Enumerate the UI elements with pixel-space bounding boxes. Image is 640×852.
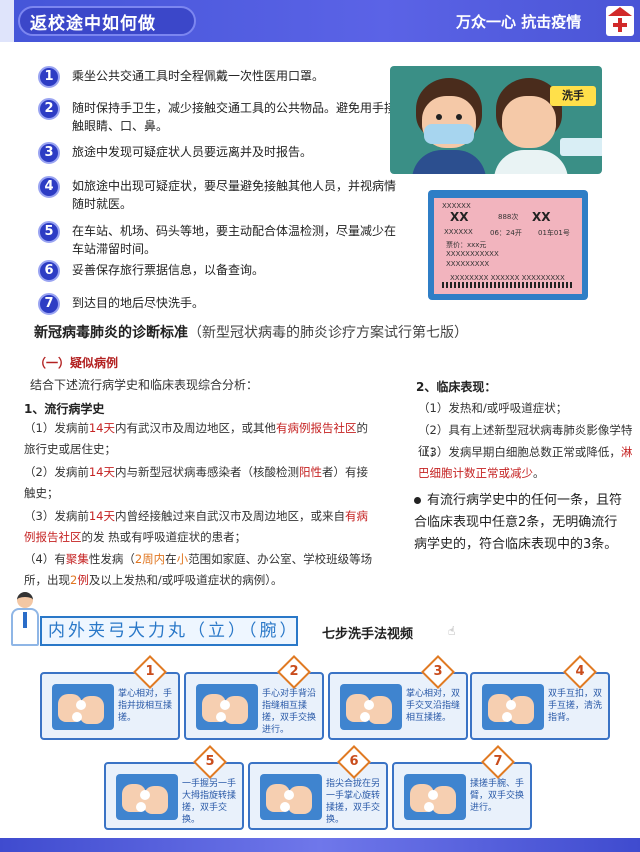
criteria-intro: 结合下述流行病学史和临床表现综合分析： (30, 378, 259, 392)
tip-text: 如旅途中出现可疑症状，要尽量避免接触其他人员，并视病情随时就医。 (72, 179, 397, 211)
step-number-badge: 3 (421, 655, 455, 689)
ticket-line-1: XXXXXXXXXXX (446, 250, 499, 258)
ticket-seat: 01车01号 (538, 229, 570, 237)
ticket-time: 06：24开 (490, 229, 522, 237)
washing-hands-icon (116, 774, 178, 820)
washing-hands-icon (482, 684, 544, 730)
handwash-step-6: 指尖合拢在另一手掌心旋转揉搓，双手交换。 6 (248, 745, 388, 830)
tip-text: 在车站、机场、码头等地，要主动配合体温检测，尽量减少在车站滞留时间。 (72, 224, 397, 256)
criteria-title: 新冠病毒肺炎的诊断标准（新型冠状病毒的肺炎诊疗方案试行第七版） (34, 325, 468, 341)
ticket-station: XXXXXX (444, 228, 473, 236)
step-number-badge: 7 (481, 745, 515, 779)
mask-wearer-illustration (390, 66, 508, 174)
doctor-icon (8, 592, 42, 652)
epi-item-4: （4）有聚集性发病（2周内在小范围如家庭、办公室、学校班级等场 所，出现2例及以上… (24, 552, 373, 587)
tip-text: 随时保持手卫生，减少接触交通工具的公共物品。避免用手接触眼睛、口、鼻。 (72, 101, 397, 133)
tip-number: 3 (38, 142, 60, 164)
tip-item-1: 1 乘坐公共交通工具时全程佩戴一次性医用口罩。 (38, 66, 398, 88)
tip-number: 2 (38, 98, 60, 120)
header-slogan: 万众一心 抗击疫情 (456, 13, 582, 31)
tip-item-6: 6 妥善保存旅行票据信息，以备查询。 (38, 260, 398, 282)
tip-number: 4 (38, 176, 60, 198)
step-number-badge: 1 (133, 655, 167, 689)
step-number-badge: 4 (563, 655, 597, 689)
ticket-to: XX (532, 210, 551, 224)
step-description: 掌心相对，双手交叉沿指缝相互揉搓。 (406, 689, 461, 723)
tip-number: 6 (38, 260, 60, 282)
step-description: 双手互扣，双手互搓，清洗指背。 (548, 689, 603, 723)
tip-number: 5 (38, 221, 60, 243)
suspected-case-heading: （一）疑似病例 (34, 356, 119, 370)
handwash-step-5: 一手握另一手大拇指旋转揉搓，双手交换。 5 (104, 745, 244, 830)
step-description: 揉搓手腕、手臂，双手交换进行。 (470, 779, 525, 813)
tip-text: 到达目的地后尽快洗手。 (72, 296, 205, 310)
washing-hands-icon (340, 684, 402, 730)
handwash-mnemonic: 内外夹弓大力丸（立）（腕） (40, 616, 298, 646)
ticket-bottom-code: XXXXXXXX XXXXXX XXXXXXXXX (450, 274, 565, 282)
handwash-step-7: 揉搓手腕、手臂，双手交换进行。 7 (392, 745, 532, 830)
clinical-item-3: （3）发病早期白细胞总数正常或降低，淋 巴细胞计数正常或减少。 (418, 445, 633, 480)
tip-text: 妥善保存旅行票据信息，以备查询。 (72, 263, 265, 277)
pointer-cursor-icon: ☝ (448, 624, 456, 638)
doctor-avatar-icon (0, 0, 14, 42)
wash-hands-tag: 洗手 (550, 86, 596, 106)
clinical-item-1: （1）发热和/或呼吸道症状； (418, 401, 568, 415)
tip-item-2: 2 随时保持手卫生，减少接触交通工具的公共物品。避免用手接触眼睛、口、鼻。 (38, 98, 398, 138)
clinical-heading: 2、临床表现： (416, 380, 497, 394)
handwash-video-title[interactable]: 七步洗手法视频 (322, 627, 414, 642)
step-description: 掌心相对，手指并拢相互揉搓。 (118, 689, 173, 723)
washing-hands-icon (404, 774, 466, 820)
ticket-serial: XXXXXX (442, 202, 471, 210)
bullet-icon (414, 497, 421, 504)
handwash-illustration: 洗手 (490, 66, 602, 174)
tip-item-5: 5 在车站、机场、码头等地，要主动配合体温检测，尽量减少在车站滞留时间。 (38, 221, 398, 261)
diagnosis-note: 有流行病学史中的任何一条，且符合临床表现中任意2条，无明确流行病学史的，符合临床… (414, 493, 623, 552)
tip-text: 乘坐公共交通工具时全程佩戴一次性医用口罩。 (72, 69, 325, 83)
tip-text: 旅途中发现可疑症状人员要远离并及时报告。 (72, 145, 313, 159)
criteria-subtitle: （新型冠状病毒的肺炎诊疗方案试行第七版） (188, 325, 468, 341)
barcode-icon (442, 282, 574, 288)
ticket-from: XX (450, 210, 469, 224)
handwash-step-2: 手心对手背沿指缝相互揉搓，双手交换进行。 2 (184, 655, 324, 740)
handwash-step-3: 掌心相对，双手交叉沿指缝相互揉搓。 3 (328, 655, 468, 740)
title-pill (18, 6, 196, 36)
ticket-price: 票价：xxx元 (446, 241, 487, 249)
hospital-logo-icon (606, 6, 634, 36)
tip-number: 1 (38, 66, 60, 88)
tip-item-7: 7 到达目的地后尽快洗手。 (38, 293, 398, 315)
epi-item-1: （1）发病前14天内有武汉市及周边地区，或其他有病例报告社区的 旅行史或居住史； (24, 421, 368, 456)
clinical-item-2: （2）具有上述新型冠状病毒肺炎影像学特征； (418, 423, 633, 458)
washing-hands-icon (260, 774, 322, 820)
ticket-line-2: XXXXXXXXX (446, 260, 490, 268)
page-title: 返校途中如何做 (30, 14, 156, 34)
step-description: 一手握另一手大拇指旋转揉搓，双手交换。 (182, 779, 237, 825)
step-number-badge: 6 (337, 745, 371, 779)
ticket-train: 888次 (498, 213, 519, 221)
tip-number: 7 (38, 293, 60, 315)
washing-hands-icon (196, 684, 258, 730)
epi-history-heading: 1、流行病学史 (24, 402, 105, 416)
sink-icon (560, 138, 602, 156)
tip-item-4: 4 如旅途中出现可疑症状，要尽量避免接触其他人员，并视病情随时就医。 (38, 176, 398, 216)
handwash-step-4: 双手互扣，双手互搓，清洗指背。 4 (470, 655, 610, 740)
washing-hands-icon (52, 684, 114, 730)
epi-item-3: （3）发病前14天内曾经接触过来自武汉市及周边地区，或来自有病 例报告社区的发 热… (24, 509, 368, 544)
step-description: 指尖合拢在另一手掌心旋转揉搓，双手交换。 (326, 779, 381, 825)
footer-bar (0, 838, 640, 852)
face-mask-icon (424, 124, 474, 144)
tip-item-3: 3 旅途中发现可疑症状人员要远离并及时报告。 (38, 142, 398, 164)
train-ticket-illustration: XXXXXX XX 888次 XX XXXXXX 06：24开 01车01号 票… (428, 190, 588, 300)
epi-item-2: （2）发病前14天内与新型冠状病毒感染者（核酸检测阳性者）有接 触史； (24, 465, 368, 500)
step-number-badge: 2 (277, 655, 311, 689)
step-number-badge: 5 (193, 745, 227, 779)
handwash-step-1: 掌心相对，手指并拢相互揉搓。 1 (40, 655, 180, 740)
step-description: 手心对手背沿指缝相互揉搓，双手交换进行。 (262, 689, 317, 735)
